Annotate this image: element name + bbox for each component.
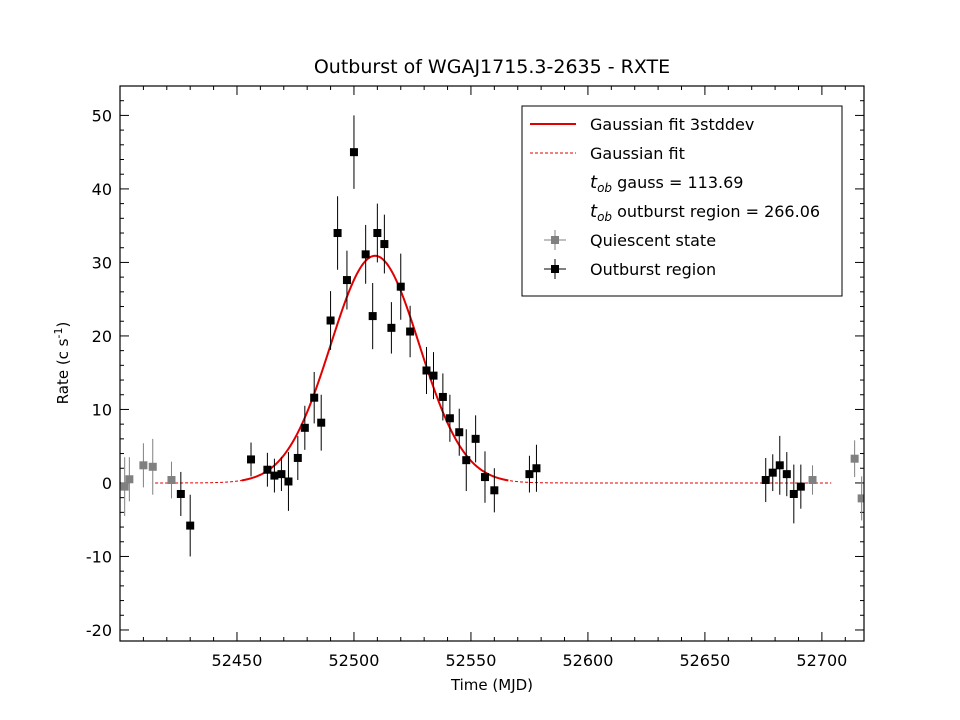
y-tick-label: 10 xyxy=(92,400,112,419)
legend-label: Gaussian fit xyxy=(590,144,685,163)
legend-subscript: ob xyxy=(597,181,612,195)
outburst-region-point xyxy=(455,428,464,437)
outburst-region-point xyxy=(380,240,389,249)
y-axis-label-close: ) xyxy=(54,322,72,328)
outburst-region-point xyxy=(247,455,256,464)
outburst-region-point xyxy=(333,229,342,238)
legend-swatch-marker xyxy=(551,265,559,273)
quiescent-state-point xyxy=(148,462,157,471)
quiescent-state-point xyxy=(857,494,864,503)
y-tick-label: 30 xyxy=(92,253,112,272)
tick-labels: 52450 52500 52550 52600 52650 52700 -20 -10 0 10 2… xyxy=(86,106,847,670)
x-tick-label: 52600 xyxy=(562,651,613,670)
y-tick-label: 50 xyxy=(92,106,112,125)
outburst-region-point xyxy=(480,473,489,482)
x-tick-label: 52450 xyxy=(212,651,263,670)
quiescent-state-point xyxy=(120,482,129,491)
quiescent-state-point xyxy=(167,476,176,485)
x-tick-label: 52700 xyxy=(796,651,847,670)
y-axis-label-main: Rate (c s xyxy=(54,338,72,404)
outburst-region-point xyxy=(490,486,499,495)
legend-label: Outburst region xyxy=(590,260,716,279)
legend-label: tob outburst region = 266.06 xyxy=(590,201,820,224)
legend-value: outburst region = 266.06 xyxy=(612,202,820,221)
outburst-region-point xyxy=(293,453,302,462)
y-tick-label: 0 xyxy=(102,474,112,493)
outburst-region-point xyxy=(263,465,272,474)
outburst-region-point xyxy=(789,489,798,498)
y-tick-label: -10 xyxy=(86,547,112,566)
outburst-region-point xyxy=(445,414,454,423)
outburst-region-point xyxy=(373,229,382,238)
outburst-region-point xyxy=(300,423,309,432)
x-tick-label: 52650 xyxy=(679,651,730,670)
outburst-region-point xyxy=(429,371,438,380)
outburst-region-point xyxy=(396,282,405,291)
outburst-region-point xyxy=(761,476,770,485)
outburst-region-point xyxy=(532,464,541,473)
x-tick-label: 52550 xyxy=(445,651,496,670)
outburst-region-point xyxy=(438,392,447,401)
y-tick-label: 20 xyxy=(92,327,112,346)
outburst-region-point xyxy=(342,276,351,285)
outburst-region-point xyxy=(782,470,791,479)
y-axis-label: Rate (c s-1) xyxy=(52,322,72,405)
outburst-region-point xyxy=(525,470,534,479)
outburst-region-point xyxy=(406,327,415,336)
quiescent-state-point xyxy=(139,461,148,470)
gaussian-fit-3stddev xyxy=(241,254,509,482)
x-axis-label: Time (MJD) xyxy=(450,676,533,694)
outburst-region-point xyxy=(284,477,293,486)
y-axis-label-exponent: -1 xyxy=(52,328,65,339)
outburst-region-point xyxy=(422,366,431,375)
outburst-region-point xyxy=(317,418,326,427)
outburst-region-point xyxy=(768,468,777,477)
data-points-layer xyxy=(120,115,864,557)
y-tick-label: -20 xyxy=(86,621,112,640)
quiescent-state-point xyxy=(850,454,859,463)
outburst-region-point xyxy=(349,148,358,157)
plot-frame xyxy=(119,85,865,642)
legend-subscript: ob xyxy=(597,210,612,224)
quiescent-state-point xyxy=(125,475,134,484)
chart-title: Outburst of WGAJ1715.3-2635 - RXTE xyxy=(314,56,670,78)
axis-ticks xyxy=(120,86,864,641)
outburst-region-point xyxy=(368,312,377,321)
legend-label: Gaussian fit 3stddev xyxy=(590,115,754,134)
fit-layer xyxy=(155,254,832,484)
legend-label: tob gauss = 113.69 xyxy=(590,172,743,195)
legend-symbol: t xyxy=(590,172,598,193)
legend-symbol: t xyxy=(590,201,598,222)
outburst-region-point xyxy=(775,461,784,470)
outburst-region-point xyxy=(471,434,480,443)
outburst-region-point xyxy=(310,393,319,402)
outburst-region-point xyxy=(186,521,195,530)
legend-swatch-marker xyxy=(551,236,559,244)
legend-value: gauss = 113.69 xyxy=(612,173,743,192)
legend-label: Quiescent state xyxy=(590,231,716,250)
outburst-region-point xyxy=(796,482,805,491)
y-tick-label: 40 xyxy=(92,180,112,199)
x-tick-label: 52500 xyxy=(329,651,380,670)
outburst-region-point xyxy=(387,323,396,332)
outburst-region-point xyxy=(462,456,471,465)
quiescent-state-point xyxy=(808,476,817,485)
outburst-region-point xyxy=(176,489,185,498)
outburst-region-point xyxy=(277,470,286,479)
outburst-region-point xyxy=(361,250,370,259)
outburst-region-point xyxy=(270,471,279,480)
outburst-region-point xyxy=(326,316,335,325)
legend-box xyxy=(521,105,843,297)
